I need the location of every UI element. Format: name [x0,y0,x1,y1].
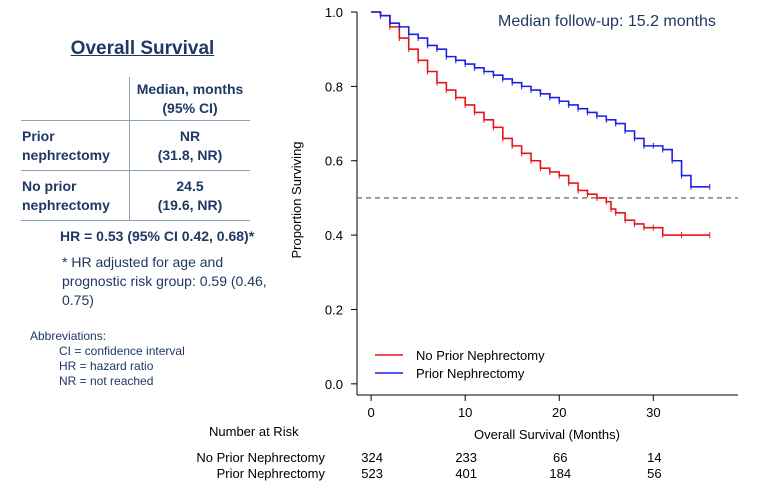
overall-survival-title: Overall Survival [70,38,215,59]
y-tick-label: 0.6 [325,154,343,169]
y-axis-label: Proportion Surviving [289,141,304,258]
y-tick-label: 0.0 [325,377,343,392]
x-tick-label: 20 [552,405,566,420]
risk-value: 14 [647,450,662,465]
chart-axes: 0.0 0.2 0.4 0.6 0.8 1.0 0 10 20 30 [325,5,738,420]
x-tick-label: 10 [458,405,472,420]
risk-value: 233 [455,450,478,465]
table-row: No prior nephrectomy 24.5 (19.6, NR) [21,170,250,221]
risk-value: 66 [553,450,568,465]
x-tick-label: 0 [367,405,374,420]
chart-legend: No Prior Nephrectomy Prior Nephrectomy [375,348,545,381]
table-header-line1: Median, months [136,80,244,97]
risk-value: 184 [549,466,572,481]
median-table: Median, months (95% CI) Prior nephrectom… [21,77,250,221]
x-axis-label: Overall Survival (Months) [474,427,620,442]
row-label-line2: nephrectomy [22,196,110,213]
legend-label: Prior Nephrectomy [416,366,525,381]
row-value-line1: NR [179,127,201,144]
hazard-ratio-note: * HR adjusted for age and prognostic ris… [62,254,267,308]
risk-value: 401 [455,466,478,481]
risk-value: 56 [647,466,662,481]
y-tick-label: 1.0 [325,5,343,20]
no-prior-nephrectomy-curve [371,11,710,236]
row-value-line2: (31.8, NR) [157,146,223,163]
abbreviations: Abbreviations: CI = confidence interval … [30,329,185,389]
abbreviation-item: NR = not reached [59,374,154,388]
table-row: Prior nephrectomy NR (31.8, NR) [21,120,250,171]
y-tick-label: 0.8 [325,79,343,94]
risk-value: 523 [361,466,383,481]
survival-curves [371,11,711,239]
x-tick-label: 30 [646,405,660,420]
risk-row-label: Prior Nephrectomy [216,466,325,481]
hazard-ratio-text: HR = 0.53 (95% CI 0.42, 0.68)* [60,228,255,244]
row-label-line2: nephrectomy [22,146,110,163]
row-label-line1: Prior [22,127,55,144]
abbreviation-item: CI = confidence interval [59,344,185,358]
row-label: No prior nephrectomy [21,170,130,221]
table-header: Median, months (95% CI) [129,77,250,121]
y-tick-label: 0.4 [325,228,343,243]
risk-row-label: No Prior Nephrectomy [196,450,325,465]
y-tick-label: 0.2 [325,302,343,317]
row-value: 24.5 (19.6, NR) [129,170,250,221]
legend-label: No Prior Nephrectomy [416,348,545,363]
row-label: Prior nephrectomy [21,120,130,171]
row-label-line1: No prior [22,177,77,194]
abbreviations-heading: Abbreviations: [30,329,107,343]
row-value-line1: 24.5 [176,177,204,194]
number-at-risk-heading: Number at Risk [209,424,299,439]
abbreviation-item: HR = hazard ratio [59,359,154,373]
risk-value: 324 [361,450,383,465]
row-value-line2: (19.6, NR) [157,196,223,213]
table-header-line2: (95% CI) [162,99,218,116]
row-value: NR (31.8, NR) [129,120,250,171]
median-followup-annotation: Median follow-up: 15.2 months [498,13,716,30]
